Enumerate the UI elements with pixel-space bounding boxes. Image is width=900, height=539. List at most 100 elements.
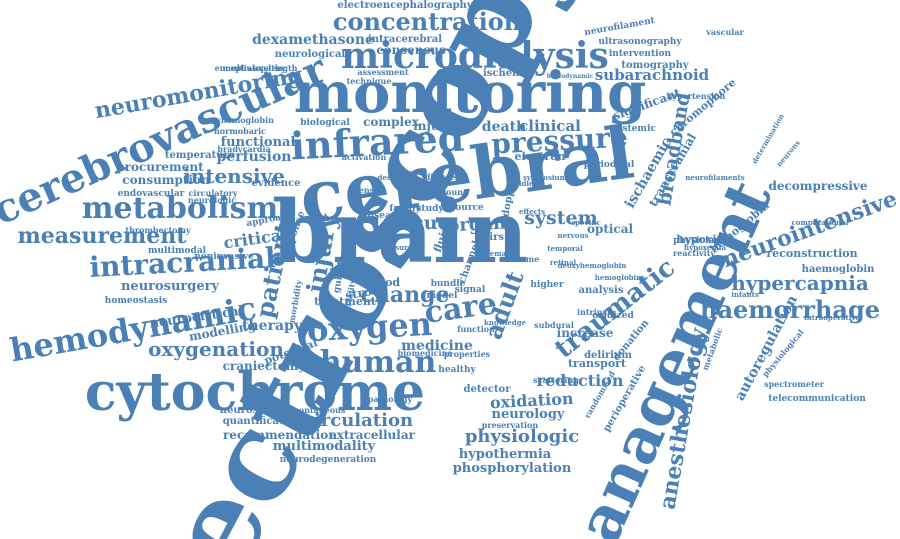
cloud-word: perfusion — [217, 149, 292, 165]
cloud-word: clinical — [519, 117, 581, 135]
cloud-word: neurosurgery — [121, 279, 220, 294]
cloud-word: oxygen — [306, 305, 433, 349]
cloud-word: recommendation — [223, 428, 337, 442]
cloud-word: encephalopathy — [215, 63, 286, 73]
cloud-word: specific — [571, 218, 601, 227]
cloud-word: circulation — [303, 410, 413, 431]
cloud-word: deoxyhemoglobin — [558, 261, 627, 270]
cloud-word: effects — [519, 207, 545, 216]
cloud-word: periodical — [584, 160, 635, 170]
cloud-word: consensus — [376, 43, 446, 57]
cloud-word: nirs — [482, 232, 504, 243]
cloud-word: subdural — [534, 320, 574, 330]
cloud-word: diffuse — [425, 172, 456, 182]
cloud-word: neurologic — [188, 195, 236, 205]
cloud-word: family — [389, 204, 421, 214]
cloud-word: brain — [272, 182, 528, 283]
cloud-word: nervous — [558, 231, 589, 240]
cloud-word: technique — [347, 76, 392, 86]
cloud-word: knowledge — [484, 318, 527, 327]
cloud-word: temperature — [165, 150, 235, 161]
cloud-word: middle — [507, 179, 535, 188]
cloud-word: extracellular — [329, 428, 416, 442]
cloud-word: therapy — [242, 318, 303, 334]
cloud-word: telecommunication — [768, 394, 866, 404]
cloud-word: treatment — [314, 295, 377, 308]
cloud-word: signal — [455, 285, 486, 295]
cloud-word: thrombectomy — [125, 225, 191, 235]
cloud-word: reactivity — [673, 248, 715, 258]
cloud-word: quantification — [223, 416, 302, 427]
cloud-word: tomography — [621, 60, 690, 71]
cloud-word: neurological — [275, 49, 346, 60]
cloud-word: disease — [364, 211, 401, 221]
cloud-word: hypoxia — [676, 233, 723, 246]
cloud-word: study — [416, 204, 444, 214]
cloud-word: system — [524, 207, 597, 229]
cloud-word: functional — [221, 135, 296, 150]
cloud-word: delirium — [584, 350, 632, 361]
cloud-word: increase — [557, 326, 614, 340]
cloud-word: hemoglobins — [595, 273, 645, 282]
cloud-word: higher — [530, 280, 564, 290]
cloud-word: activation — [342, 152, 387, 162]
cloud-word: normobaric — [214, 126, 266, 136]
cloud-word: death — [482, 119, 526, 135]
cloud-word: endovascular — [118, 189, 185, 199]
cloud-word: infants — [731, 290, 759, 299]
cloud-word: ultrasonography — [598, 37, 682, 47]
cloud-word: model — [427, 291, 459, 301]
cloud-word: circulatory — [189, 188, 238, 198]
cloud-word: metabolism — [82, 191, 279, 226]
cloud-word: biological — [300, 118, 350, 128]
cloud-word: medicine — [401, 338, 473, 354]
cloud-word: optical — [587, 222, 634, 236]
cloud-word: tissue — [386, 212, 449, 234]
cloud-word: neuroscience — [220, 405, 294, 416]
cloud-word: retinal — [550, 258, 577, 267]
cloud-word: oxidation — [489, 389, 574, 412]
cloud-word: reduction — [537, 371, 624, 390]
cloud-word: science — [343, 236, 373, 245]
cloud-word: systemic — [612, 124, 656, 134]
cloud-word: young — [440, 187, 469, 197]
cloud-word: neurofilament — [584, 16, 657, 38]
cloud-word: outcome — [501, 254, 540, 264]
cloud-word: aged — [409, 168, 428, 177]
cloud-word: oxyhemoglobin — [206, 115, 274, 125]
cloud-word: intraoperative — [804, 313, 860, 322]
cloud-word: hypercapnia — [731, 271, 869, 295]
cloud-word: electroencephalography — [337, 0, 473, 11]
cloud-word: infrared — [289, 115, 465, 169]
cloud-word: preservation — [482, 420, 539, 430]
cloud-word: intrinsic — [577, 307, 615, 317]
cloud-word: subarachnoid — [595, 66, 710, 84]
cloud-word: computational — [792, 218, 849, 227]
cloud-word: blood — [366, 276, 401, 289]
cloud-word: physiologic — [465, 426, 579, 447]
cloud-word: hypertension — [667, 91, 726, 101]
cloud-word: hypothermia — [459, 447, 552, 462]
cloud-word: transport — [568, 357, 627, 370]
cloud-word: complex — [363, 115, 420, 129]
cloud-word: concentration — [333, 7, 521, 36]
cloud-word: craniectomy — [223, 359, 307, 373]
cloud-word: homeostasis — [105, 296, 167, 306]
cloud-word: spectrometer — [764, 379, 825, 389]
cloud-word: intervention — [609, 49, 672, 59]
cloud-word: biomedicine — [398, 348, 453, 358]
cloud-word: analysis — [579, 285, 624, 296]
cloud-word: consumption — [122, 173, 210, 187]
cloud-word: source — [450, 203, 484, 213]
cloud-word: neurodegeneration — [280, 455, 377, 465]
cloud-word: oxidized — [592, 311, 634, 321]
cloud-word: phosphorylation — [453, 461, 572, 476]
cloud-word: symposium — [523, 173, 568, 182]
cloud-word: detector — [464, 384, 512, 395]
cloud-word: cytochrome — [85, 362, 425, 423]
cloud-word: oxygenation — [148, 337, 284, 361]
cloud-word: vascular — [705, 27, 744, 37]
cloud-word: bradycardia — [217, 144, 270, 154]
